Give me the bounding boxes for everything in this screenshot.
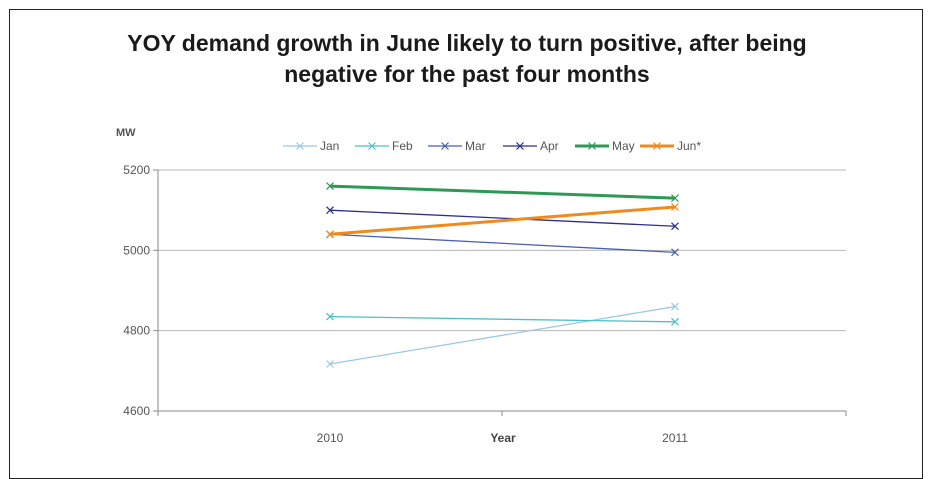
data-point (326, 182, 334, 190)
series-jan (326, 302, 679, 368)
data-point (326, 230, 334, 239)
marker-stroke (671, 317, 679, 326)
marker-stroke (296, 142, 304, 150)
series-line (329, 205, 676, 236)
series-may (326, 182, 679, 203)
data-point (671, 203, 679, 211)
x-axis-label: Year (490, 431, 516, 445)
legend-label: Jun* (677, 139, 701, 153)
legend-marker (368, 142, 376, 150)
chart-frame (9, 9, 923, 479)
legend-item: May (575, 139, 635, 153)
series-line (329, 209, 676, 227)
legend-marker (296, 142, 304, 150)
series-line (329, 305, 676, 365)
y-tick-label: 4600 (123, 404, 150, 418)
marker-stroke (588, 142, 596, 150)
marker-stroke (671, 222, 679, 231)
legend: Jan Feb Mar Apr May Jun* (283, 139, 701, 153)
x-tick-label: 2010 (317, 431, 344, 445)
y-tick-labels: 4600 4800 5000 5200 (123, 163, 150, 418)
axes (153, 169, 847, 416)
marker-stroke (653, 142, 661, 150)
legend-item: Jan (283, 139, 339, 153)
chart-title: YOY demand growth in June likely to turn… (0, 28, 934, 90)
series-mar (326, 230, 679, 257)
data-point (326, 360, 334, 368)
y-tick-label: 5200 (123, 163, 150, 177)
legend-label: Feb (392, 139, 413, 153)
marker-stroke (441, 142, 449, 150)
marker-stroke (671, 302, 679, 311)
marker-stroke (326, 360, 334, 368)
series-line (329, 184, 676, 200)
marker-stroke (671, 203, 679, 211)
legend-item: Mar (428, 139, 486, 153)
chart-title-line-2: negative for the past four months (284, 61, 650, 87)
legend-label: Jan (320, 139, 339, 153)
legend-label: Mar (465, 139, 486, 153)
marker-stroke (326, 312, 334, 321)
y-tick-label: 5000 (123, 243, 150, 257)
gridlines (158, 169, 846, 332)
series-line (329, 315, 676, 323)
series-jun (326, 203, 679, 239)
marker-stroke (326, 206, 334, 215)
marker-stroke (326, 230, 334, 239)
legend-item: Apr (503, 139, 559, 153)
y-tick-label: 4800 (123, 324, 150, 338)
legend-item: Jun* (640, 139, 701, 153)
legend-marker (441, 142, 449, 150)
data-point (326, 206, 334, 215)
marker-stroke (516, 142, 524, 150)
marker-stroke (671, 248, 679, 257)
chart-title-line-1: YOY demand growth in June likely to turn… (127, 30, 807, 56)
legend-label: Apr (540, 139, 559, 153)
data-point (671, 248, 679, 257)
y-axis-unit-label: MW (116, 127, 136, 139)
legend-marker (588, 142, 596, 150)
marker-stroke (326, 182, 334, 190)
legend-item: Feb (355, 139, 413, 153)
x-tick-labels: 2010 2011 (317, 431, 689, 445)
series-lines (326, 182, 679, 368)
marker-stroke (368, 142, 376, 150)
data-point (671, 222, 679, 231)
legend-label: May (612, 139, 635, 153)
series-line (329, 233, 676, 253)
marker-stroke (671, 194, 679, 203)
series-feb (326, 312, 679, 326)
data-point (671, 317, 679, 326)
data-point (326, 312, 334, 321)
series-apr (326, 206, 679, 231)
line-chart: 4600 4800 5000 5200 2010 2011 Jan Feb Mar Apr Ma… (116, 127, 847, 445)
x-tick-label: 2011 (662, 431, 688, 445)
legend-marker (653, 142, 661, 150)
legend-marker (516, 142, 524, 150)
data-point (671, 302, 679, 311)
data-point (671, 194, 679, 203)
